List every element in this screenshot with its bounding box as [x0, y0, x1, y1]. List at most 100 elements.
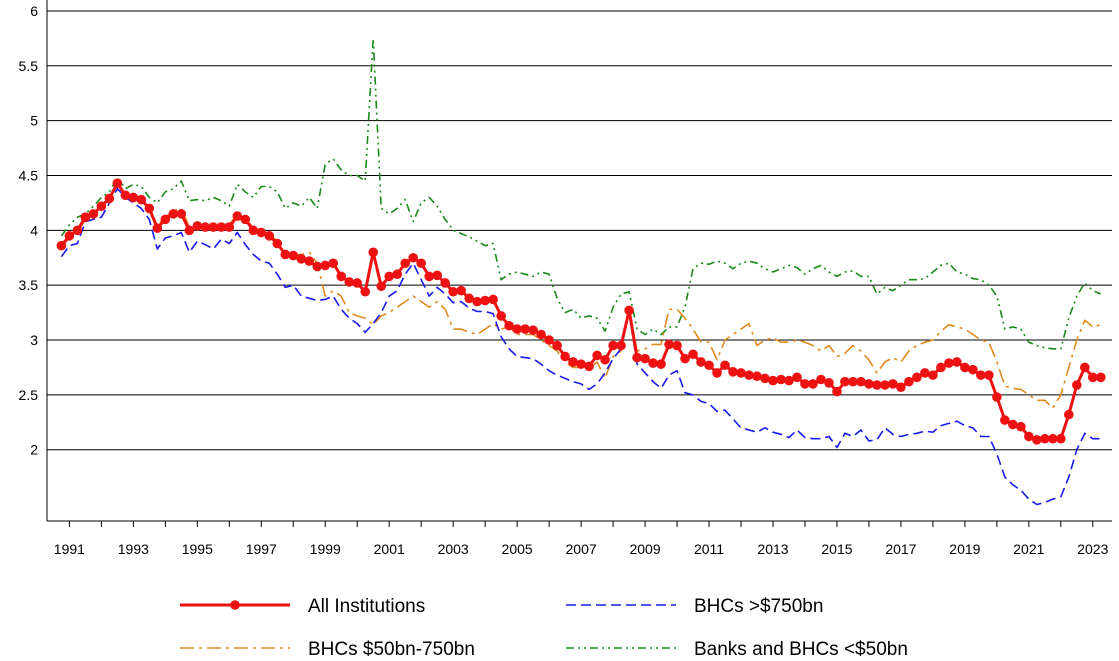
x-tick-label: 2013	[757, 541, 788, 557]
data-point	[56, 240, 67, 251]
data-point	[152, 223, 163, 233]
data-point	[224, 222, 235, 232]
data-point	[800, 379, 810, 389]
data-point	[328, 258, 339, 269]
data-point	[1056, 433, 1066, 444]
data-point	[736, 368, 746, 378]
data-point	[664, 339, 674, 350]
data-point	[688, 349, 698, 360]
data-point	[480, 295, 490, 306]
data-point	[344, 277, 355, 287]
data-point	[448, 286, 458, 297]
data-point	[160, 214, 171, 225]
data-point	[376, 281, 387, 292]
data-point	[696, 357, 706, 367]
data-point	[624, 305, 634, 316]
data-point	[368, 247, 379, 258]
data-point	[336, 271, 347, 282]
data-point	[496, 311, 506, 321]
data-point	[672, 340, 682, 351]
data-point	[288, 250, 299, 261]
series-line-1	[60, 187, 1101, 506]
data-point	[264, 231, 275, 241]
data-point	[1080, 362, 1090, 373]
data-point	[888, 379, 898, 389]
data-point	[896, 382, 906, 392]
data-point	[488, 294, 498, 305]
data-point	[1040, 433, 1050, 444]
data-point	[920, 368, 930, 378]
data-point	[112, 178, 123, 188]
data-point	[304, 256, 315, 266]
data-point	[848, 376, 858, 387]
data-point	[176, 209, 187, 219]
data-point	[576, 359, 586, 369]
data-point	[1048, 433, 1058, 444]
data-point	[1072, 380, 1082, 390]
x-tick-label: 2015	[821, 541, 852, 557]
data-point	[424, 271, 434, 282]
data-point	[520, 324, 530, 334]
x-tick-label: 2005	[502, 541, 533, 557]
data-point	[704, 360, 714, 371]
data-point	[776, 374, 786, 385]
data-point	[320, 260, 331, 271]
legend-label: Banks and BHCs <$50bn	[694, 639, 908, 660]
data-point	[560, 351, 570, 362]
data-point	[408, 252, 418, 263]
data-point	[72, 225, 83, 236]
data-point	[528, 325, 538, 335]
legend-marker	[230, 600, 240, 610]
data-point	[208, 222, 219, 232]
data-point	[392, 269, 403, 280]
x-tick-label: 1999	[310, 541, 341, 557]
data-point	[656, 359, 666, 369]
data-point	[640, 353, 650, 364]
data-point	[928, 370, 938, 380]
data-point	[536, 329, 546, 340]
data-point	[352, 278, 363, 288]
y-tick-label: 6	[30, 3, 38, 19]
x-tick-label: 2001	[374, 541, 405, 557]
data-point	[1088, 372, 1098, 383]
data-point	[464, 293, 474, 304]
data-point	[648, 358, 658, 368]
data-point	[760, 373, 770, 384]
x-tick-label: 2007	[566, 541, 597, 557]
data-point	[1096, 372, 1106, 383]
data-point	[248, 225, 259, 236]
data-point	[936, 362, 946, 373]
data-point	[456, 285, 466, 296]
data-point	[280, 249, 291, 260]
data-point	[992, 392, 1002, 402]
x-tick-label: 2021	[1013, 541, 1044, 557]
y-tick-label: 5	[30, 113, 38, 129]
data-point	[384, 271, 395, 282]
data-point	[512, 324, 522, 334]
data-point	[984, 370, 994, 380]
data-point	[752, 371, 762, 382]
y-tick-label: 4.5	[19, 167, 39, 183]
data-point	[568, 357, 578, 367]
series-line-3	[60, 37, 1102, 350]
data-point	[584, 361, 594, 372]
data-point	[120, 190, 131, 201]
data-point	[944, 358, 954, 368]
data-point	[416, 258, 426, 269]
data-point	[472, 296, 482, 307]
data-point	[192, 221, 203, 231]
data-point	[104, 193, 115, 204]
data-point	[168, 209, 179, 219]
data-point	[608, 340, 618, 351]
data-point	[680, 353, 690, 364]
data-point	[440, 278, 450, 288]
axes	[46, 0, 1112, 522]
series-layer	[56, 37, 1106, 506]
data-point	[232, 211, 243, 221]
legend-label: All Institutions	[308, 596, 425, 617]
data-point	[136, 194, 147, 205]
data-point	[952, 357, 962, 367]
data-point	[960, 362, 970, 373]
data-point	[504, 320, 514, 331]
